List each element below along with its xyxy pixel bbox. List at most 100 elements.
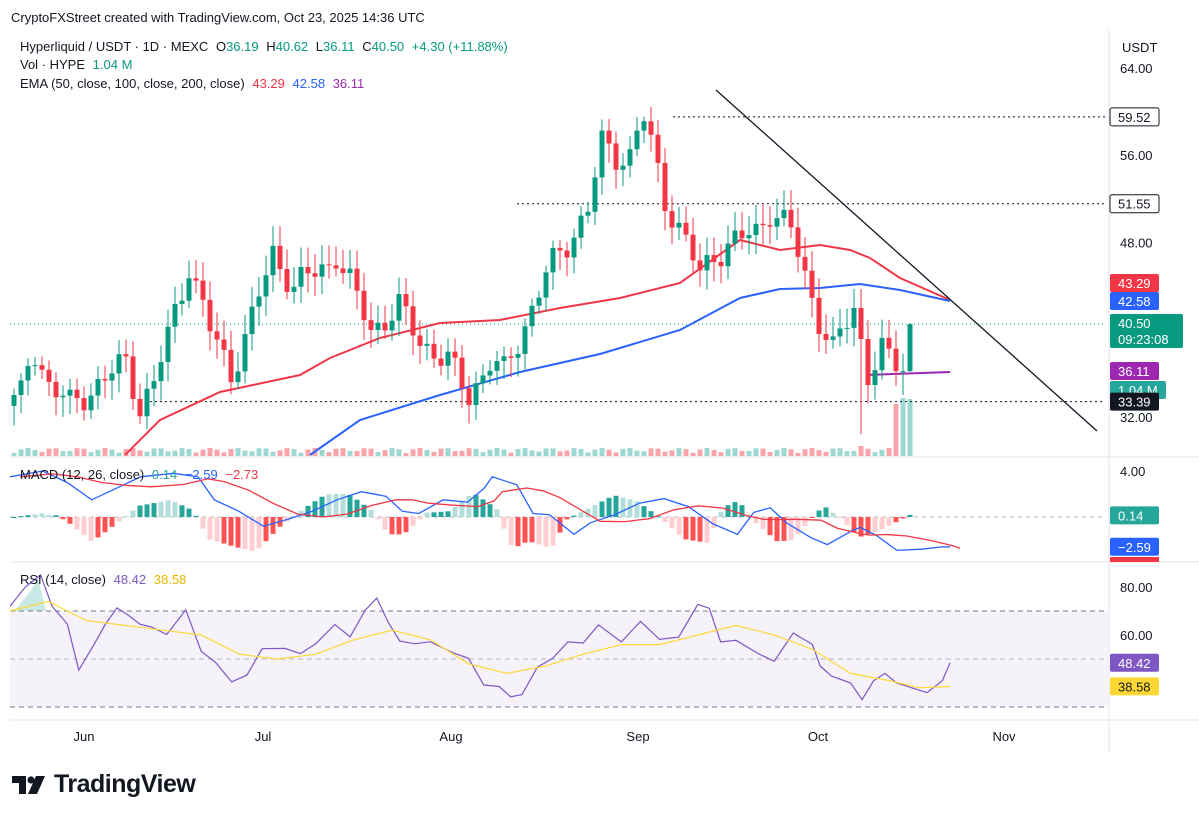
macd-histogram-bar: [130, 510, 136, 517]
candle-body: [606, 130, 612, 144]
candle-body: [578, 215, 584, 238]
price-label-ema50: 43.29: [1118, 276, 1151, 291]
candle-body: [487, 370, 493, 376]
rsi-value-axis-label-bg: [1110, 653, 1159, 672]
volume-bar: [151, 448, 157, 456]
volume-bar: [851, 450, 857, 456]
macd-histogram-bar: [564, 517, 570, 520]
candle-body: [494, 361, 500, 371]
rsi-label[interactable]: RSI (14, close): [20, 572, 106, 587]
candle-body: [886, 337, 892, 349]
candle-body: [193, 278, 199, 281]
candle-body: [522, 326, 528, 354]
macd-histogram-bar: [368, 509, 374, 517]
candle-body: [893, 348, 899, 372]
tradingview-logo-text: TradingView: [54, 770, 196, 798]
macd-histogram-bar: [648, 511, 654, 517]
volume-bar: [88, 452, 94, 456]
macd-signal-axis-label: [1110, 557, 1159, 562]
candle-body: [774, 218, 780, 227]
volume-bar: [116, 452, 122, 456]
price-label-ema100: 42.58: [1118, 294, 1151, 309]
macd-histogram-bar: [81, 517, 87, 536]
symbol-title[interactable]: Hyperliquid / USDT · 1D · MEXC: [20, 39, 209, 54]
volume-bar: [214, 449, 220, 456]
macd-histogram-bar: [137, 505, 143, 517]
volume-bar: [263, 448, 269, 456]
macd-histogram-bar: [102, 517, 108, 533]
candle-body: [263, 275, 269, 297]
candle-body: [809, 270, 815, 298]
macd-histogram-bar: [788, 517, 794, 541]
candle-body: [431, 343, 437, 359]
ema200-value: 36.11: [332, 76, 365, 91]
volume-bar: [683, 449, 689, 456]
ema-label[interactable]: EMA (50, close, 100, close, 200, close): [20, 76, 245, 91]
candle-body: [319, 264, 325, 277]
volume-bar: [179, 448, 185, 456]
volume-bar: [368, 448, 374, 456]
macd-histogram-bar: [207, 517, 213, 540]
volume-bar: [333, 448, 339, 456]
macd-histogram-bar: [95, 517, 101, 538]
price-label-ema200-bg: [1110, 362, 1159, 380]
macd-line-axis-label-bg: [1110, 537, 1159, 556]
candle-body: [830, 336, 836, 340]
volume-bar: [74, 448, 80, 456]
tradingview-logo[interactable]: TradingView: [12, 770, 196, 799]
volume-bar: [291, 449, 297, 456]
volume-bar: [270, 451, 276, 456]
macd-line: [9, 470, 951, 552]
volume-bar: [578, 448, 584, 456]
macd-histogram-bar: [123, 516, 129, 518]
volume-bar: [613, 452, 619, 456]
macd-histogram-bar: [214, 517, 220, 542]
candle-body: [613, 143, 619, 170]
macd-histogram-bar: [571, 515, 577, 517]
volume-bar: [445, 448, 451, 456]
macd-hist-value: 0.14: [151, 467, 178, 482]
macd-histogram-bar: [67, 517, 73, 524]
rsi-tick-label: 60.00: [1120, 628, 1153, 643]
macd-histogram-bar: [116, 517, 122, 522]
volume-bar: [60, 451, 66, 456]
volume-bar: [165, 451, 171, 456]
volume-bar: [900, 398, 906, 456]
price-label-ema100-bg: [1110, 292, 1159, 310]
open-label: O: [215, 39, 227, 54]
macd-histogram-bar: [606, 497, 612, 517]
high-label: H: [266, 39, 276, 54]
price-label-59-52: 59.52: [1118, 110, 1151, 125]
candle-body: [683, 222, 689, 235]
candle-body: [641, 121, 647, 131]
macd-histogram-bar: [704, 517, 710, 543]
candle-body: [116, 354, 122, 374]
volume-label[interactable]: Vol · HYPE: [20, 57, 86, 72]
candle-body: [865, 338, 871, 386]
candle-body: [109, 373, 115, 381]
countdown-label: 09:23:08: [1118, 332, 1169, 347]
volume-bar: [410, 449, 416, 456]
candle-body: [760, 223, 766, 226]
volume-bar: [284, 448, 290, 456]
candle-body: [102, 378, 108, 381]
candle-body: [711, 255, 717, 262]
candle-body: [123, 354, 129, 357]
volume-bar: [18, 449, 24, 456]
candle-body: [291, 286, 297, 292]
macd-label[interactable]: MACD (12, 26, close): [20, 467, 145, 482]
macd-histogram-bar: [634, 501, 640, 517]
candle-body: [571, 237, 577, 258]
volume-bar: [396, 449, 402, 456]
volume-bar: [802, 449, 808, 456]
candle-body: [753, 223, 759, 236]
macd-histogram-bar: [32, 514, 38, 517]
macd-histogram-bar: [641, 506, 647, 517]
candle-body: [718, 261, 724, 267]
volume-bar: [123, 449, 129, 456]
candle-body: [333, 265, 339, 269]
candle-body: [144, 388, 150, 417]
volume-bar: [522, 448, 528, 456]
volume-bar: [571, 448, 577, 456]
